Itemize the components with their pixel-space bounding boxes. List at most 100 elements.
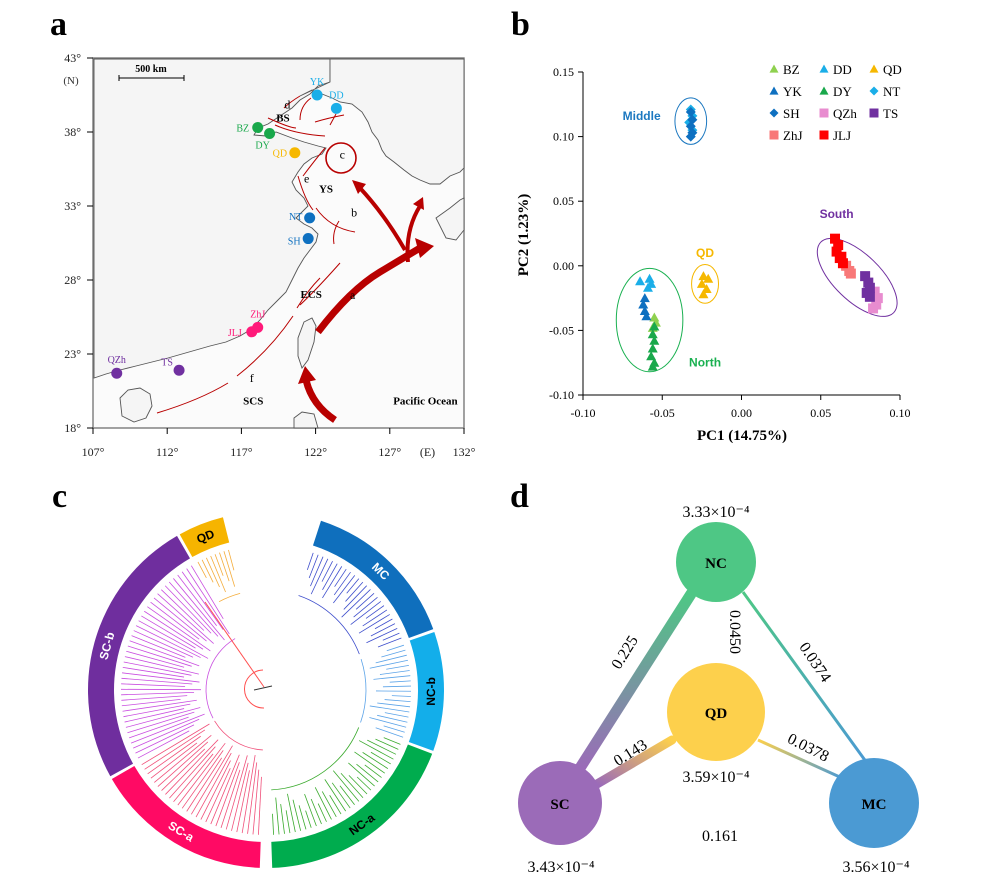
ysw-arrowhead: [352, 180, 366, 194]
legend-label: BZ: [783, 62, 800, 77]
pca-x-tick-label: -0.10: [571, 406, 596, 420]
tree-branch: [147, 606, 211, 652]
clade-band-qd: [179, 517, 230, 558]
pca-point-dd: [642, 282, 653, 292]
tree-branch: [333, 575, 356, 604]
edge-nc-qd-label: 0.0450: [726, 610, 743, 654]
tree-branch: [154, 734, 212, 783]
edge-nc-sc-label: 0.225: [608, 633, 641, 673]
pca-group-label: South: [820, 207, 854, 221]
node-qd-diversity: 3.59×10⁻⁴: [682, 769, 749, 786]
tree-branch: [122, 666, 185, 678]
taiwan-island: [297, 317, 317, 369]
ys-gyre-loop: [325, 142, 357, 174]
pca-point-qzh: [872, 293, 883, 304]
philippines-landmass: [293, 411, 319, 429]
tree-branch: [350, 601, 382, 625]
tree-branch: [123, 661, 192, 676]
site-label: ZhJ: [250, 309, 265, 320]
tree-branch: [383, 725, 405, 733]
legend-marker-qd: [869, 64, 879, 73]
tree-branch: [144, 729, 206, 770]
tree-branch: [133, 718, 200, 749]
pca-scatter-panel: 0.15 0.10 0.05 0.00 -0.05 -0.10 -0.10 -0.05 0.00…: [516, 62, 911, 444]
tree-branches: [120, 549, 411, 835]
tree-branch: [369, 659, 409, 669]
tree-branch: [369, 717, 407, 728]
clade-label: QD: [195, 527, 217, 547]
tree-branch: [129, 716, 189, 739]
tree-branch: [258, 776, 262, 835]
ellipse-qd: [691, 264, 720, 304]
current-label: e: [304, 171, 309, 185]
scale-bar: 500 km: [118, 64, 185, 81]
legend-label: DD: [833, 62, 852, 77]
tree-root-branch: [204, 601, 265, 688]
pca-point-jlj: [831, 246, 842, 257]
sea-label: ECS: [300, 289, 321, 301]
tree-branch: [205, 768, 231, 823]
tree-branch: [141, 723, 210, 766]
tree-branch: [169, 746, 216, 799]
tree-branch: [150, 601, 200, 640]
panel-letter-b: b: [511, 6, 530, 43]
pca-x-tick-label: 0.05: [810, 406, 831, 420]
site-label: NT: [289, 212, 302, 223]
panel-letter-c: c: [52, 478, 68, 515]
tree-branch: [121, 672, 200, 683]
lon-tick-label: 112°: [156, 445, 179, 459]
tree-branch: [200, 760, 231, 820]
tree-branch: [367, 739, 397, 755]
legend-marker-sh: [769, 108, 779, 118]
tree-branch: [314, 787, 332, 820]
pca-axes: 0.15 0.10 0.05 0.00 -0.05 -0.10 -0.10 -0.05 0.00…: [549, 65, 911, 420]
pca-x-tick-label: 0.10: [890, 406, 911, 420]
map-labels: BS YS ECS SCS Pacific Ocean a b c d e f: [243, 97, 457, 407]
pca-point-ts: [864, 291, 875, 302]
tree-branch: [177, 742, 226, 806]
tree-branch: [219, 552, 230, 582]
panel-letter-d: d: [510, 478, 529, 515]
panel-letter-a: a: [50, 6, 67, 43]
edge-qd-mc: [757, 738, 843, 780]
pca-point-bz: [649, 312, 660, 322]
site-label: YK: [310, 77, 325, 88]
pca-point-jlj: [836, 251, 847, 262]
tree-branch: [386, 644, 405, 652]
current-label: a: [350, 288, 356, 302]
site-label: DD: [329, 90, 343, 101]
tree-branch: [308, 554, 319, 579]
tree-branch: [333, 571, 351, 596]
kuroshio-branch-arrowhead: [413, 197, 424, 210]
kuroshio-branch-arrow: [405, 204, 422, 263]
tree-branch: [384, 699, 411, 703]
tree-branch: [382, 685, 411, 688]
tree-branch: [121, 677, 193, 685]
tree-branch: [124, 656, 199, 675]
fst-network-panel: NC QD SC MC 3.33×10⁻⁴ 3.59×10⁻⁴ 3.43×10⁻…: [518, 504, 919, 876]
tree-branch: [304, 793, 317, 827]
pca-group-labels: Middle QD North South: [623, 109, 854, 370]
tree-branch: [190, 745, 233, 815]
tree-branch: [377, 702, 411, 708]
tree-branch: [329, 795, 342, 815]
legend-marker-qzh: [819, 108, 829, 118]
ysw-current-arrow: [358, 186, 407, 251]
tree-branch: [375, 738, 399, 750]
tree-branch: [133, 630, 194, 658]
tree-branch: [122, 699, 197, 712]
pca-point-ts: [864, 282, 875, 293]
node-nc-diversity: 3.33×10⁻⁴: [682, 504, 749, 521]
tree-branch: [280, 804, 285, 834]
pca-group-label: North: [689, 356, 721, 370]
tree-branch: [362, 752, 389, 769]
pca-point-jlj: [833, 240, 844, 251]
pca-x-tick-label: -0.05: [650, 406, 675, 420]
tree-branch: [358, 740, 394, 760]
tree-branch: [135, 625, 201, 658]
pca-point-qzh: [868, 303, 879, 314]
pca-point-qd: [698, 289, 709, 299]
lon-tick-label: 132°: [453, 445, 476, 459]
tree-branch: [375, 727, 404, 738]
